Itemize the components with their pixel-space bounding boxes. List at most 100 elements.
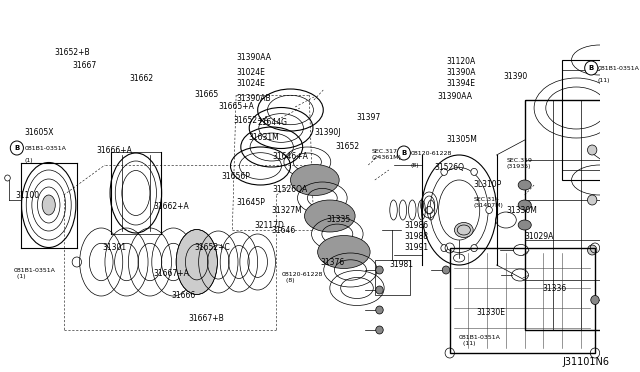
Ellipse shape xyxy=(317,235,370,269)
Text: (8): (8) xyxy=(410,163,419,167)
Ellipse shape xyxy=(600,161,608,169)
Text: 31652+B: 31652+B xyxy=(54,48,90,57)
Ellipse shape xyxy=(441,169,447,175)
Text: 31526Q: 31526Q xyxy=(435,163,465,172)
Text: (11): (11) xyxy=(598,77,611,83)
Text: 31667: 31667 xyxy=(72,61,96,70)
Text: 31029A: 31029A xyxy=(525,232,554,241)
Text: 31652+C: 31652+C xyxy=(195,243,230,252)
Text: 31330E: 31330E xyxy=(477,308,506,317)
Text: B: B xyxy=(401,150,406,156)
Text: 081B1-0351A
  (1): 081B1-0351A (1) xyxy=(13,268,55,279)
Text: J31101N6: J31101N6 xyxy=(562,357,609,367)
Circle shape xyxy=(585,61,598,75)
Text: B: B xyxy=(14,145,19,151)
Ellipse shape xyxy=(486,206,492,214)
Ellipse shape xyxy=(291,164,339,196)
Ellipse shape xyxy=(471,245,477,251)
Ellipse shape xyxy=(591,295,599,305)
Ellipse shape xyxy=(376,286,383,294)
Text: (1): (1) xyxy=(24,157,33,163)
Text: 31335: 31335 xyxy=(327,215,351,224)
Ellipse shape xyxy=(518,200,531,210)
Text: 31390: 31390 xyxy=(504,72,528,81)
Ellipse shape xyxy=(441,245,447,251)
Text: 31390AA: 31390AA xyxy=(237,53,272,62)
Ellipse shape xyxy=(442,266,450,274)
Ellipse shape xyxy=(426,206,433,214)
Text: B: B xyxy=(589,65,594,71)
Text: 21644G: 21644G xyxy=(258,118,288,127)
Text: SEC.314
(31407M): SEC.314 (31407M) xyxy=(474,197,504,208)
Ellipse shape xyxy=(601,317,607,324)
Text: 31981: 31981 xyxy=(390,260,414,269)
Text: 31390AA: 31390AA xyxy=(438,92,473,101)
Text: 08120-61228: 08120-61228 xyxy=(410,151,452,155)
Ellipse shape xyxy=(305,200,355,232)
Text: 31666+A: 31666+A xyxy=(96,146,132,155)
Ellipse shape xyxy=(376,266,383,274)
Text: 31100: 31100 xyxy=(15,191,39,200)
Text: 31662+A: 31662+A xyxy=(153,202,189,211)
Text: SEC.319
(31935): SEC.319 (31935) xyxy=(507,158,532,169)
Text: 31024E: 31024E xyxy=(237,68,266,77)
Ellipse shape xyxy=(518,220,531,230)
Text: 31394E: 31394E xyxy=(447,79,476,88)
Text: 31336: 31336 xyxy=(543,284,567,293)
Text: 31645P: 31645P xyxy=(237,198,266,207)
Text: 31631M: 31631M xyxy=(249,133,280,142)
Bar xyxy=(375,260,410,295)
Text: 31301: 31301 xyxy=(102,243,126,252)
Text: 31390J: 31390J xyxy=(315,128,341,137)
Ellipse shape xyxy=(601,276,607,283)
Bar xyxy=(525,100,640,330)
Text: 31327M: 31327M xyxy=(271,206,302,215)
Text: 31376: 31376 xyxy=(321,258,345,267)
Ellipse shape xyxy=(42,195,55,215)
Text: 31665: 31665 xyxy=(195,90,219,99)
Text: 081B1-0351A
  (11): 081B1-0351A (11) xyxy=(459,335,500,346)
Text: 31665+A: 31665+A xyxy=(219,102,255,110)
Text: 31646+A: 31646+A xyxy=(273,152,308,161)
Text: 3L310P: 3L310P xyxy=(474,180,502,189)
Text: 31988: 31988 xyxy=(404,232,429,241)
Text: 31646: 31646 xyxy=(271,226,295,235)
Ellipse shape xyxy=(588,145,597,155)
Text: 32117D: 32117D xyxy=(255,221,285,230)
Text: 31986: 31986 xyxy=(404,221,429,230)
Ellipse shape xyxy=(376,306,383,314)
Text: 081B1-0351A: 081B1-0351A xyxy=(598,65,639,71)
Ellipse shape xyxy=(471,169,477,175)
Text: 31526QA: 31526QA xyxy=(273,185,308,194)
Text: 31390A: 31390A xyxy=(447,68,476,77)
Text: 31390AB: 31390AB xyxy=(237,94,271,103)
Text: 08120-61228
  (8): 08120-61228 (8) xyxy=(282,272,323,283)
Ellipse shape xyxy=(176,230,218,295)
Text: 31330M: 31330M xyxy=(507,206,538,215)
Ellipse shape xyxy=(518,180,531,190)
Ellipse shape xyxy=(376,326,383,334)
Circle shape xyxy=(397,146,410,160)
Text: 31652+A: 31652+A xyxy=(234,116,269,125)
Text: 31605X: 31605X xyxy=(24,128,54,137)
Text: 31991: 31991 xyxy=(404,243,429,252)
Text: 31667+B: 31667+B xyxy=(189,314,225,323)
Text: 31666: 31666 xyxy=(171,291,195,300)
Text: 31397: 31397 xyxy=(357,113,381,122)
Circle shape xyxy=(10,141,24,155)
Ellipse shape xyxy=(601,337,607,343)
Bar xyxy=(562,60,637,180)
Text: 31024E: 31024E xyxy=(237,79,266,88)
Text: 081B1-0351A: 081B1-0351A xyxy=(24,145,66,151)
Bar xyxy=(450,248,595,353)
Text: 31652: 31652 xyxy=(336,142,360,151)
Text: 31656P: 31656P xyxy=(222,172,251,181)
Text: 31662: 31662 xyxy=(129,74,153,83)
Ellipse shape xyxy=(588,245,597,255)
Ellipse shape xyxy=(601,296,607,304)
Ellipse shape xyxy=(588,195,597,205)
Text: SEC.317
(24361M): SEC.317 (24361M) xyxy=(372,149,402,160)
Text: 31667+A: 31667+A xyxy=(153,269,189,278)
Ellipse shape xyxy=(454,222,473,237)
Text: 31305M: 31305M xyxy=(447,135,477,144)
